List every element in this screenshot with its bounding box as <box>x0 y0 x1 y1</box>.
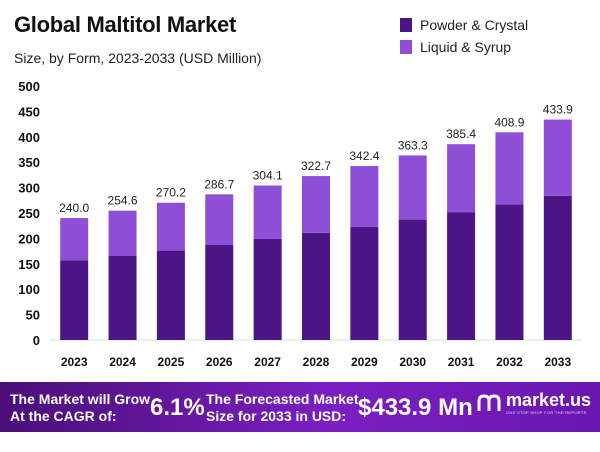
data-label-total: 304.1 <box>253 169 283 183</box>
bar-powder-crystal <box>398 219 427 340</box>
x-tick-label: 2028 <box>303 355 330 369</box>
legend-swatch-liquid-syrup <box>400 40 412 54</box>
market-us-logo-icon <box>477 393 501 411</box>
bar-powder-crystal <box>60 260 89 340</box>
forecast-value: $433.9 Mn <box>358 394 473 421</box>
data-label-total: 385.4 <box>446 127 476 141</box>
data-label-total: 240.0 <box>59 201 89 215</box>
y-tick-label: 300 <box>18 181 40 196</box>
x-tick-label: 2026 <box>206 355 233 369</box>
y-tick-label: 150 <box>18 257 40 272</box>
legend-item-powder-crystal: Powder & Crystal <box>400 14 528 36</box>
bar-liquid-syrup <box>447 144 476 213</box>
x-tick-label: 2025 <box>158 355 185 369</box>
data-label-total: 322.7 <box>301 159 331 173</box>
bar-liquid-syrup <box>253 185 282 239</box>
bar-liquid-syrup <box>60 218 89 261</box>
brand-name: market.us <box>506 390 592 410</box>
bar-liquid-syrup <box>302 176 330 233</box>
legend-swatch-powder-crystal <box>400 18 412 32</box>
y-tick-label: 0 <box>33 333 40 348</box>
data-label-total: 363.3 <box>398 138 428 152</box>
forecast-label-line2: Size for 2033 in USD: <box>206 408 347 424</box>
y-tick-label: 100 <box>18 282 40 297</box>
x-tick-label: 2031 <box>448 355 475 369</box>
chart-subtitle: Size, by Form, 2023-2033 (USD Million) <box>14 50 262 66</box>
cagr-value: 6.1% <box>150 394 205 421</box>
legend: Powder & Crystal Liquid & Syrup <box>400 14 528 58</box>
x-tick-label: 2030 <box>399 355 426 369</box>
bar-powder-crystal <box>156 250 185 340</box>
brand: market.us ONE STOP SHOP FOR THE REPORTS <box>476 390 591 415</box>
bar-liquid-syrup <box>205 194 234 246</box>
y-tick-label: 350 <box>18 155 40 170</box>
bar-powder-crystal <box>108 255 137 340</box>
data-label-total: 286.7 <box>204 177 234 191</box>
data-label-total: 270.2 <box>156 186 186 200</box>
bar-powder-crystal <box>543 195 572 340</box>
y-tick-label: 250 <box>18 206 40 221</box>
data-label-total: 342.4 <box>349 149 379 163</box>
y-tick-label: 400 <box>18 130 40 145</box>
bar-liquid-syrup <box>495 132 524 205</box>
x-tick-label: 2032 <box>496 355 523 369</box>
bar-powder-crystal <box>447 212 476 340</box>
brand-tagline: ONE STOP SHOP FOR THE REPORTS <box>506 410 587 415</box>
cagr-label-line2: At the CAGR of: <box>10 408 117 424</box>
footer-banner: The Market will Grow At the CAGR of: 6.1… <box>0 382 600 432</box>
bar-chart: 0 50 100 150 200 250 300 350 400 450 500 240.0 2023 2… <box>18 79 582 369</box>
data-label-total: 433.9 <box>543 103 573 117</box>
bar-liquid-syrup <box>398 155 427 220</box>
data-label-total: 254.6 <box>108 194 138 208</box>
data-label-total: 408.9 <box>494 115 524 129</box>
forecast-label-line1: The Forecasted Market <box>206 391 359 407</box>
x-tick-label: 2024 <box>109 355 136 369</box>
legend-label-liquid-syrup: Liquid & Syrup <box>420 39 512 55</box>
cagr-label-line1: The Market will Grow <box>10 391 151 407</box>
x-tick-label: 2033 <box>544 355 571 369</box>
legend-label-powder-crystal: Powder & Crystal <box>420 17 529 33</box>
bar-liquid-syrup <box>156 202 185 251</box>
bar-powder-crystal <box>495 204 524 340</box>
y-tick-label: 500 <box>18 79 40 94</box>
bar-liquid-syrup <box>543 119 572 196</box>
bar-liquid-syrup <box>350 166 379 227</box>
x-tick-label: 2027 <box>254 355 281 369</box>
legend-item-liquid-syrup: Liquid & Syrup <box>400 36 528 58</box>
x-tick-label: 2023 <box>61 355 88 369</box>
bar-powder-crystal <box>253 238 282 340</box>
x-tick-label: 2029 <box>351 355 378 369</box>
bar-powder-crystal <box>302 232 330 340</box>
y-tick-label: 50 <box>26 308 40 323</box>
bar-liquid-syrup <box>108 210 137 256</box>
chart-title: Global Maltitol Market <box>14 12 236 37</box>
cagr-label: The Market will Grow At the CAGR of: <box>10 391 150 425</box>
y-tick-label: 450 <box>18 104 40 119</box>
forecast-label: The Forecasted Market Size for 2033 in U… <box>206 391 359 425</box>
y-tick-label: 200 <box>18 231 40 246</box>
bar-powder-crystal <box>205 245 234 340</box>
bar-powder-crystal <box>350 226 379 340</box>
